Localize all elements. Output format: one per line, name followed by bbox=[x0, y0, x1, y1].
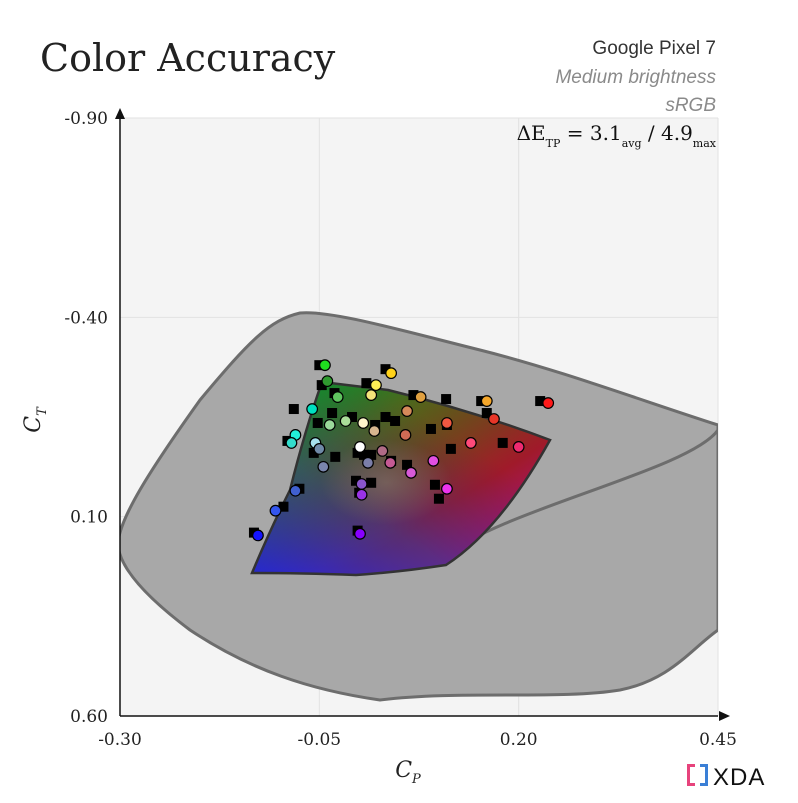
x-tick-label: -0.30 bbox=[98, 730, 142, 750]
xda-logo: XDA bbox=[687, 764, 765, 791]
reference-point bbox=[370, 419, 381, 430]
xda-logo-bracket-right bbox=[705, 764, 708, 786]
measured-point bbox=[401, 405, 413, 417]
measured-point bbox=[339, 415, 352, 427]
measured-points bbox=[252, 359, 555, 542]
measured-point bbox=[488, 413, 500, 425]
measured-point bbox=[441, 417, 453, 429]
reference-point bbox=[441, 394, 452, 405]
reference-point bbox=[316, 380, 327, 391]
x-axis-arrow bbox=[719, 711, 730, 721]
measured-point bbox=[306, 403, 319, 415]
measured-point bbox=[368, 425, 381, 437]
reference-point bbox=[445, 443, 456, 454]
measured-point bbox=[321, 375, 334, 388]
reference-point bbox=[380, 364, 391, 375]
x-axis-label: CP bbox=[395, 758, 421, 787]
reference-point bbox=[330, 451, 341, 462]
reference-point bbox=[429, 479, 440, 490]
reference-point bbox=[433, 493, 444, 504]
reference-point bbox=[347, 412, 358, 422]
measured-point bbox=[365, 389, 378, 401]
reference-point bbox=[278, 501, 289, 512]
reference-point bbox=[366, 477, 377, 488]
measured-point bbox=[480, 395, 493, 407]
measured-point bbox=[289, 484, 302, 497]
y-tick-label: 0.60 bbox=[70, 707, 108, 727]
axes bbox=[115, 108, 730, 721]
measured-point bbox=[323, 419, 336, 431]
reference-point bbox=[351, 475, 362, 486]
reference-point bbox=[352, 447, 363, 458]
measured-point bbox=[357, 417, 370, 429]
delta-e-avg: 3.1 bbox=[590, 121, 622, 145]
measured-point bbox=[252, 529, 264, 542]
measured-point bbox=[317, 460, 330, 473]
delta-e-readout: ΔETP = 3.1avg / 4.9max bbox=[517, 121, 717, 150]
measured-point bbox=[354, 527, 366, 540]
brightness-mode: Medium brightness bbox=[555, 67, 716, 88]
x-tick-label: 0.45 bbox=[699, 730, 737, 750]
reference-point bbox=[380, 412, 391, 422]
y-tick-label: -0.40 bbox=[64, 308, 108, 328]
y-axis-arrow bbox=[115, 108, 125, 119]
y-axis-label: CT bbox=[21, 406, 50, 433]
measured-point bbox=[441, 482, 453, 495]
measured-point bbox=[354, 441, 366, 453]
reference-point bbox=[497, 437, 508, 448]
xda-logo-bracket-left bbox=[687, 764, 690, 786]
delta-e-max: 4.9 bbox=[661, 121, 693, 145]
delta-e-prefix: ΔE bbox=[517, 121, 546, 145]
measured-point bbox=[405, 466, 417, 479]
measured-point bbox=[313, 443, 326, 455]
reference-point bbox=[327, 408, 338, 419]
reference-point bbox=[481, 408, 492, 419]
reference-point bbox=[425, 423, 436, 434]
measured-point bbox=[542, 397, 555, 409]
x-tick-label: -0.05 bbox=[298, 730, 342, 750]
device-name: Google Pixel 7 bbox=[592, 38, 716, 59]
reference-point bbox=[366, 449, 377, 460]
measured-point bbox=[399, 429, 412, 441]
y-tick-label: -0.90 bbox=[64, 109, 108, 129]
reference-point bbox=[408, 390, 419, 401]
y-tick-label: 0.10 bbox=[70, 508, 108, 528]
reference-point bbox=[402, 459, 413, 470]
delta-e-max-sub: max bbox=[693, 137, 717, 150]
measured-point bbox=[362, 456, 374, 469]
reference-point bbox=[288, 404, 299, 415]
measured-point bbox=[319, 359, 331, 372]
xda-logo-text: XDA bbox=[713, 764, 765, 791]
tick-labels: -0.30 -0.05 0.20 0.45 -0.90 -0.40 0.10 0.60 bbox=[64, 109, 737, 750]
measured-gamut-region bbox=[250, 380, 552, 577]
reference-point bbox=[312, 417, 323, 428]
measured-point bbox=[285, 437, 298, 449]
measured-point bbox=[331, 391, 344, 403]
reference-point bbox=[358, 449, 369, 460]
x-tick-label: 0.20 bbox=[500, 730, 538, 750]
measured-point bbox=[464, 437, 477, 449]
delta-e-avg-sub: avg bbox=[622, 137, 642, 150]
chart-title: Color Accuracy bbox=[40, 36, 336, 80]
measured-point bbox=[414, 391, 427, 403]
measured-point bbox=[370, 379, 382, 392]
measured-point bbox=[384, 456, 397, 469]
measured-point bbox=[512, 441, 525, 453]
measured-point bbox=[376, 444, 389, 457]
measured-point bbox=[355, 478, 368, 490]
delta-e-prefix-sub: TP bbox=[546, 137, 561, 150]
measured-point bbox=[355, 488, 368, 501]
color-gamut: sRGB bbox=[665, 95, 716, 116]
reference-point bbox=[361, 378, 372, 389]
reference-point bbox=[535, 396, 546, 407]
reference-point bbox=[390, 415, 401, 426]
measured-point bbox=[427, 454, 440, 467]
reference-point bbox=[308, 447, 319, 458]
measured-point bbox=[385, 367, 398, 380]
measured-point bbox=[269, 504, 282, 517]
